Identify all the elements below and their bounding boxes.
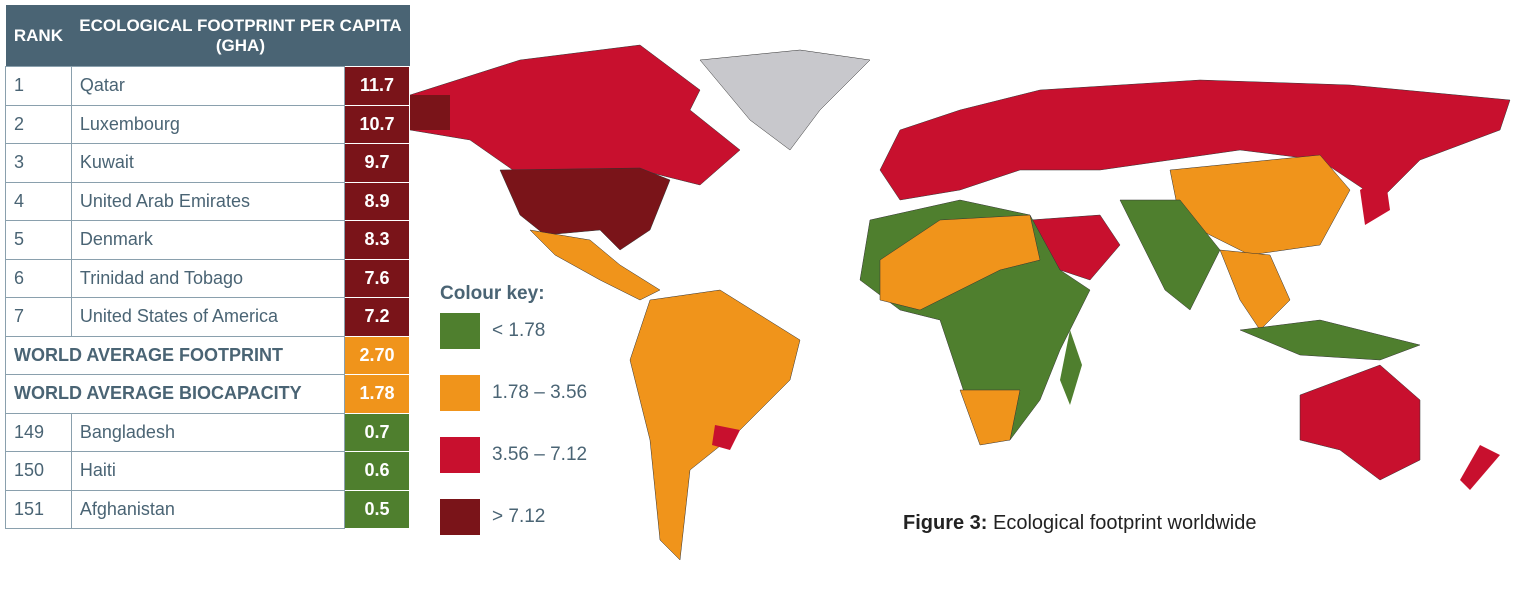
key-title: Colour key: bbox=[440, 283, 545, 304]
text-cell: 1 bbox=[5, 66, 72, 106]
text-cell: 2 bbox=[5, 104, 72, 144]
ranking-table: RANK ECOLOGICAL FOOTPRINT PER CAPITA (GHA… bbox=[5, 5, 410, 529]
value-cell: 9.7 bbox=[344, 143, 410, 183]
caption-label: Figure 3: bbox=[903, 512, 988, 534]
text-cell: Bangladesh bbox=[70, 412, 346, 452]
value-cell: 7.2 bbox=[344, 297, 410, 337]
text-cell: Haiti bbox=[70, 451, 346, 491]
north-africa bbox=[879, 214, 1041, 311]
value-cell: 2.70 bbox=[344, 335, 410, 375]
text-cell: 5 bbox=[5, 220, 72, 260]
text-cell: 7 bbox=[5, 297, 72, 337]
australia bbox=[1299, 364, 1421, 481]
japan bbox=[1360, 175, 1390, 225]
text-cell: WORLD AVERAGE BIOCAPACITY bbox=[5, 374, 345, 414]
value-cell: 8.3 bbox=[344, 220, 410, 260]
key-swatch bbox=[440, 313, 480, 349]
indonesia bbox=[1239, 319, 1421, 361]
text-cell: 151 bbox=[5, 489, 72, 529]
madagascar bbox=[1060, 330, 1082, 405]
southeast-asia bbox=[1219, 249, 1291, 331]
table-row: 151 Afghanistan 0.5 bbox=[5, 489, 410, 529]
table-row: 150 Haiti 0.6 bbox=[5, 451, 410, 491]
text-cell: 149 bbox=[5, 412, 72, 452]
value-cell: 11.7 bbox=[344, 66, 410, 106]
table-header: RANK ECOLOGICAL FOOTPRINT PER CAPITA (GHA… bbox=[5, 5, 410, 67]
europe-russia bbox=[879, 79, 1511, 201]
key-swatch bbox=[440, 375, 480, 411]
value-cell: 1.78 bbox=[344, 374, 410, 414]
text-cell: Qatar bbox=[70, 66, 346, 106]
key-item: > 7.12 bbox=[440, 499, 587, 535]
table-row: 1 Qatar 11.7 bbox=[5, 66, 410, 106]
table-row: 3 Kuwait 9.7 bbox=[5, 143, 410, 183]
header-cell: RANK bbox=[5, 5, 72, 67]
key-label: 3.56 – 7.12 bbox=[492, 444, 588, 465]
text-cell: Denmark bbox=[70, 220, 346, 260]
caption-text: Ecological footprint worldwide bbox=[993, 512, 1257, 534]
text-cell: 6 bbox=[5, 258, 72, 298]
usa bbox=[499, 167, 671, 251]
key-item: 1.78 – 3.56 bbox=[440, 375, 587, 411]
text-cell: United Arab Emirates bbox=[70, 181, 346, 221]
text-cell: United States of America bbox=[70, 297, 346, 337]
key-label: 1.78 – 3.56 bbox=[492, 382, 588, 403]
table-row: 6 Trinidad and Tobago 7.6 bbox=[5, 258, 410, 298]
uruguay bbox=[712, 425, 740, 450]
table-row: 7 United States of America 7.2 bbox=[5, 297, 410, 337]
greenland bbox=[699, 49, 871, 151]
text-cell: Kuwait bbox=[70, 143, 346, 183]
new-zealand bbox=[1460, 445, 1500, 490]
table-row: 4 United Arab Emirates 8.9 bbox=[5, 181, 410, 221]
canada bbox=[409, 44, 741, 186]
value-cell: 10.7 bbox=[344, 104, 410, 144]
key-item: < 1.78 bbox=[440, 313, 587, 349]
key-swatch bbox=[440, 437, 480, 473]
text-cell: Luxembourg bbox=[70, 104, 346, 144]
value-cell: 7.6 bbox=[344, 258, 410, 298]
text-cell: Afghanistan bbox=[70, 489, 346, 529]
text-cell: Trinidad and Tobago bbox=[70, 258, 346, 298]
table-row: 149 Bangladesh 0.7 bbox=[5, 412, 410, 452]
value-cell: 8.9 bbox=[344, 181, 410, 221]
text-cell: WORLD AVERAGE FOOTPRINT bbox=[5, 335, 345, 375]
south-asia bbox=[1119, 199, 1221, 311]
key-swatch bbox=[440, 499, 480, 535]
caption: Figure 3: Ecological footprint worldwide bbox=[903, 512, 1256, 535]
text-cell: 4 bbox=[5, 181, 72, 221]
value-cell: 0.5 bbox=[344, 489, 410, 529]
text-cell: 3 bbox=[5, 143, 72, 183]
key-label: > 7.12 bbox=[492, 506, 546, 527]
alaska bbox=[410, 95, 450, 130]
southern-africa bbox=[959, 389, 1021, 446]
colour-key: Colour key: < 1.78 1.78 – 3.56 3.56 – 7.12 >… bbox=[440, 283, 587, 561]
table-row: WORLD AVERAGE FOOTPRINT 2.70 bbox=[5, 335, 410, 375]
text-cell: 150 bbox=[5, 451, 72, 491]
table-row: 5 Denmark 8.3 bbox=[5, 220, 410, 260]
value-cell: 0.6 bbox=[344, 451, 410, 491]
mexico bbox=[529, 229, 661, 301]
key-label: < 1.78 bbox=[492, 320, 546, 341]
value-cell: 0.7 bbox=[344, 412, 410, 452]
table-row: 2 Luxembourg 10.7 bbox=[5, 104, 410, 144]
header-cell: ECOLOGICAL FOOTPRINT PER CAPITA (GHA) bbox=[71, 5, 410, 67]
table-row: WORLD AVERAGE BIOCAPACITY 1.78 bbox=[5, 374, 410, 414]
key-item: 3.56 – 7.12 bbox=[440, 437, 587, 473]
